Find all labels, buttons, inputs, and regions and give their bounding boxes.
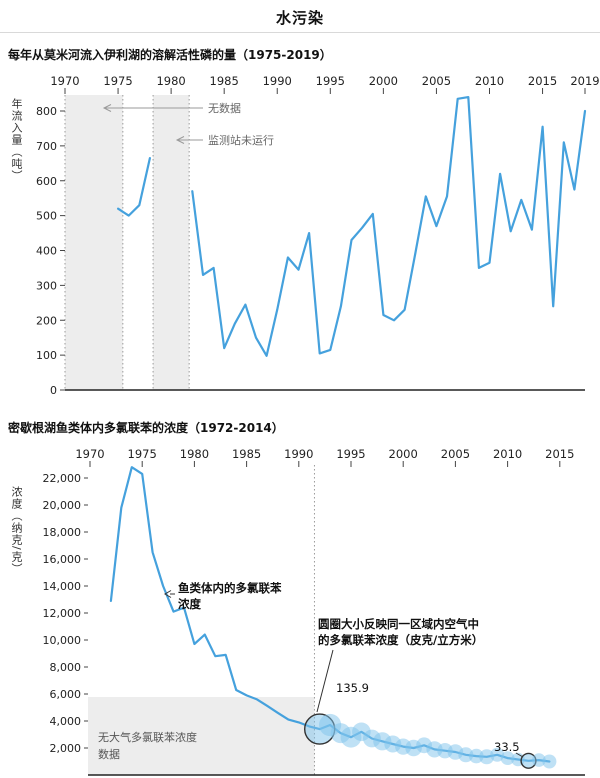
y-tick-label: 8,000 (50, 661, 82, 674)
x-tick-label: 1975 (128, 447, 157, 461)
bubble-legend-annotation: 的多氯联苯浓度（皮克/立方米） (318, 633, 483, 647)
y-tick-label: 16,000 (43, 553, 82, 566)
y-tick-label: 10,000 (43, 634, 82, 647)
bubble-value-33-5: 33.5 (494, 740, 520, 754)
x-tick-label: 2005 (422, 74, 451, 88)
x-tick-label: 2000 (389, 447, 418, 461)
phosphorus-line (117, 96, 587, 357)
y-tick-label: 300 (36, 279, 57, 292)
station-offline-annotation: 监测站未运行 (208, 133, 274, 147)
air-pcb-bubble (532, 753, 546, 767)
y-tick-label: 500 (36, 210, 57, 223)
x-tick-label: 1990 (284, 447, 313, 461)
annotation-connector-line (316, 649, 334, 713)
pcb-chart-title: 密歇根湖鱼类体内多氯联苯的浓度（1972-2014） (8, 421, 284, 435)
annotation-connector-line (515, 752, 524, 758)
pcb-y-axis: 2,000 4,000 6,000 8,000 10,000 12,000 14,000 16… (43, 472, 88, 755)
y-tick-label: 14,000 (43, 580, 82, 593)
air-pcb-bubble (542, 754, 557, 769)
y-tick-label: 6,000 (50, 688, 82, 701)
y-tick-label: 22,000 (43, 472, 82, 485)
x-tick-label: 2019 (570, 74, 599, 88)
x-tick-label: 1995 (316, 74, 345, 88)
x-tick-label: 1985 (210, 74, 239, 88)
title-divider (0, 32, 600, 33)
bubble-legend-annotation: 圆圈大小反映同一区域内空气中 (318, 617, 479, 631)
phosphorus-chart-title: 每年从莫米河流入伊利湖的溶解活性磷的量（1975-2019） (8, 48, 332, 62)
y-tick-label: 200 (36, 314, 57, 327)
left-arrow-icon (164, 590, 172, 598)
y-tick-label: 20,000 (43, 499, 82, 512)
phosphorus-y-axis-label: 年流入量（吨） (10, 98, 23, 182)
x-tick-label: 2015 (545, 447, 574, 461)
x-tick-label: 2010 (493, 447, 522, 461)
y-tick-label: 4,000 (50, 715, 82, 728)
y-tick-label: 12,000 (43, 607, 82, 620)
x-tick-label: 1970 (50, 74, 79, 88)
y-tick-label: 400 (36, 245, 57, 258)
page-title: 水污染 (275, 9, 324, 27)
fish-line-annotation: 浓度 (178, 597, 201, 611)
no-air-data-band (88, 697, 315, 775)
no-data-annotation: 无数据 (208, 101, 241, 115)
y-tick-label: 700 (36, 140, 57, 153)
x-tick-label: 1980 (180, 447, 209, 461)
pcb-y-axis-label: 浓度（纳克/克） (10, 486, 23, 575)
y-tick-label: 800 (36, 105, 57, 118)
x-tick-label: 2000 (369, 74, 398, 88)
phosphorus-x-axis: 1970 1975 1980 1985 1990 1995 2000 2005 2010 2015… (50, 74, 600, 94)
no-air-data-label: 无大气多氯联苯浓度 (98, 730, 197, 744)
x-tick-label: 2015 (528, 74, 557, 88)
left-arrow-icon (175, 136, 185, 144)
y-tick-label: 0 (50, 384, 57, 397)
x-tick-label: 1985 (232, 447, 261, 461)
left-arrow-icon (102, 104, 112, 112)
bubble-value-135-9: 135.9 (336, 681, 369, 695)
y-tick-label: 100 (36, 349, 57, 362)
x-tick-label: 2005 (441, 447, 470, 461)
phosphorus-y-axis: 0 100 200 300 400 500 600 700 800 (36, 105, 65, 397)
no-data-band (153, 95, 190, 390)
y-tick-label: 18,000 (43, 526, 82, 539)
x-tick-label: 1995 (336, 447, 365, 461)
x-tick-label: 1990 (263, 74, 292, 88)
x-tick-label: 2010 (475, 74, 504, 88)
x-tick-label: 1970 (75, 447, 104, 461)
y-tick-label: 2,000 (50, 742, 82, 755)
phosphorus-chart: 1970 1975 1980 1985 1990 1995 2000 2005 2010 2015… (36, 74, 600, 397)
air-pcb-bubble (500, 751, 515, 765)
no-data-band (65, 95, 123, 390)
no-air-data-label: 数据 (98, 747, 120, 761)
x-tick-label: 1975 (103, 74, 132, 88)
air-pcb-bubble (490, 747, 505, 762)
y-tick-label: 600 (36, 175, 57, 188)
pcb-x-axis: 1970 1975 1980 1985 1990 1995 2000 2005 2010 2015 (75, 447, 574, 467)
fish-line-annotation: 鱼类体内的多氯联苯 (178, 581, 282, 595)
x-tick-label: 1980 (156, 74, 185, 88)
